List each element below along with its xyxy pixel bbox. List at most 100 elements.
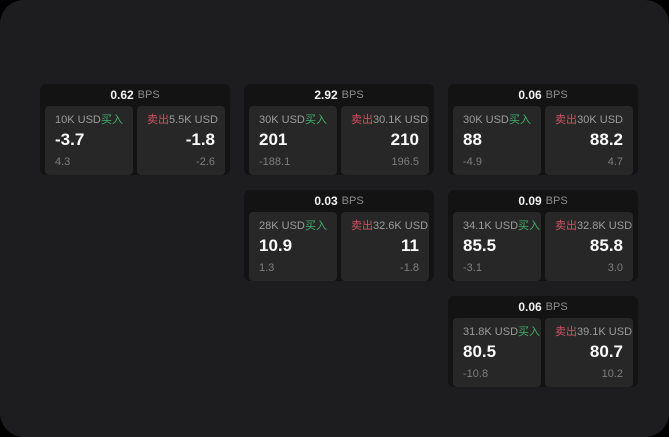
buy-panel-top: 34.1K USD 买入 — [463, 220, 540, 233]
buy-panel-top: 31.8K USD 买入 — [463, 326, 540, 339]
sell-quote-panel[interactable]: 卖出 32.6K USD 11 -1.8 — [341, 212, 429, 281]
sell-price: 88.2 — [589, 130, 623, 149]
sell-side-label: 卖出 — [351, 114, 373, 126]
buy-quote-panel[interactable]: 34.1K USD 买入 85.5 -3.1 — [453, 212, 541, 281]
sell-quote-panel[interactable]: 卖出 30K USD 88.2 4.7 — [545, 106, 633, 175]
buy-side-label: 买入 — [509, 114, 531, 126]
sell-panel-top: 卖出 5.5K USD — [147, 114, 218, 127]
sell-side-label: 卖出 — [555, 326, 577, 338]
buy-sub-value: 4.3 — [55, 156, 71, 168]
bps-value: 0.62 — [110, 88, 134, 102]
sell-price: 85.8 — [589, 236, 623, 255]
buy-quote-panel[interactable]: 30K USD 买入 88 -4.9 — [453, 106, 541, 175]
buy-quote-panel[interactable]: 10K USD 买入 -3.7 4.3 — [45, 106, 133, 175]
buy-side-label: 买入 — [518, 326, 541, 338]
sell-size-label: 5.5K USD — [169, 114, 218, 126]
bps-spread-header: 2.92 BPS — [244, 84, 434, 106]
bps-value: 0.03 — [314, 194, 338, 208]
bps-unit-label: BPS — [341, 195, 364, 207]
buy-size-label: 30K USD — [463, 114, 509, 126]
bps-unit-label: BPS — [341, 89, 364, 101]
sell-sub-value: -1.8 — [400, 262, 419, 274]
quote-card: 0.62 BPS 10K USD 买入 -3.7 4.3 卖出 5.5K USD… — [40, 84, 230, 175]
bps-unit-label: BPS — [545, 301, 568, 313]
sell-panel-top: 卖出 39.1K USD — [555, 326, 632, 339]
buy-sub-value: -10.8 — [463, 368, 489, 380]
buy-panel-top: 30K USD 买入 — [259, 114, 327, 127]
sell-price: -1.8 — [185, 130, 215, 149]
quote-card: 0.06 BPS 30K USD 买入 88 -4.9 卖出 30K USD 8… — [448, 84, 638, 175]
sell-quote-panel[interactable]: 卖出 32.8K USD 85.8 3.0 — [545, 212, 633, 281]
sell-size-label: 32.6K USD — [373, 220, 429, 232]
buy-size-label: 34.1K USD — [463, 220, 519, 232]
buy-size-label: 31.8K USD — [463, 326, 519, 338]
buy-sub-value: -3.1 — [463, 262, 482, 274]
bps-spread-header: 0.03 BPS — [244, 190, 434, 212]
buy-quote-panel[interactable]: 28K USD 买入 10.9 1.3 — [249, 212, 337, 281]
sell-price: 210 — [390, 130, 419, 149]
quote-card-body: 31.8K USD 买入 80.5 -10.8 卖出 39.1K USD 80.… — [448, 318, 638, 387]
bps-spread-header: 0.09 BPS — [448, 190, 638, 212]
quote-card-body: 30K USD 买入 88 -4.9 卖出 30K USD 88.2 4.7 — [448, 106, 638, 175]
bps-spread-header: 0.62 BPS — [40, 84, 230, 106]
sell-size-label: 39.1K USD — [577, 326, 633, 338]
quote-card-body: 34.1K USD 买入 85.5 -3.1 卖出 32.8K USD 85.8… — [448, 212, 638, 281]
sell-panel-top: 卖出 32.6K USD — [351, 220, 428, 233]
buy-price: 85.5 — [463, 236, 497, 255]
sell-price: 80.7 — [589, 342, 623, 361]
quote-card-body: 30K USD 买入 201 -188.1 卖出 30.1K USD 210 1… — [244, 106, 434, 175]
sell-size-label: 32.8K USD — [577, 220, 633, 232]
sell-side-label: 卖出 — [351, 220, 373, 232]
buy-panel-top: 28K USD 买入 — [259, 220, 327, 233]
sell-size-label: 30.1K USD — [373, 114, 429, 126]
sell-sub-value: 10.2 — [601, 368, 623, 380]
sell-quote-panel[interactable]: 卖出 30.1K USD 210 196.5 — [341, 106, 429, 175]
quote-card: 0.03 BPS 28K USD 买入 10.9 1.3 卖出 32.6K US… — [244, 190, 434, 281]
bps-unit-label: BPS — [137, 89, 160, 101]
buy-sub-value: -188.1 — [259, 156, 291, 168]
sell-side-label: 卖出 — [555, 220, 577, 232]
sell-panel-top: 卖出 30.1K USD — [351, 114, 428, 127]
buy-sub-value: 1.3 — [259, 262, 275, 274]
buy-side-label: 买入 — [305, 220, 327, 232]
buy-price: 201 — [259, 130, 288, 149]
sell-sub-value: 4.7 — [607, 156, 623, 168]
bps-spread-header: 0.06 BPS — [448, 84, 638, 106]
buy-quote-panel[interactable]: 30K USD 买入 201 -188.1 — [249, 106, 337, 175]
buy-side-label: 买入 — [305, 114, 327, 126]
sell-sub-value: 3.0 — [607, 262, 623, 274]
quote-card-body: 28K USD 买入 10.9 1.3 卖出 32.6K USD 11 -1.8 — [244, 212, 434, 281]
buy-panel-top: 30K USD 买入 — [463, 114, 531, 127]
sell-sub-value: -2.6 — [196, 156, 215, 168]
bps-value: 0.06 — [518, 300, 542, 314]
buy-size-label: 10K USD — [55, 114, 101, 126]
quote-card: 0.09 BPS 34.1K USD 买入 85.5 -3.1 卖出 32.8K… — [448, 190, 638, 281]
sell-quote-panel[interactable]: 卖出 5.5K USD -1.8 -2.6 — [137, 106, 225, 175]
buy-quote-panel[interactable]: 31.8K USD 买入 80.5 -10.8 — [453, 318, 541, 387]
bps-value: 2.92 — [314, 88, 338, 102]
quote-card: 0.06 BPS 31.8K USD 买入 80.5 -10.8 卖出 39.1… — [448, 296, 638, 387]
sell-side-label: 卖出 — [147, 114, 169, 126]
bps-unit-label: BPS — [545, 89, 568, 101]
sell-size-label: 30K USD — [577, 114, 623, 126]
buy-side-label: 买入 — [101, 114, 123, 126]
bps-spread-header: 0.06 BPS — [448, 296, 638, 318]
buy-price: -3.7 — [55, 130, 85, 149]
sell-panel-top: 卖出 30K USD — [555, 114, 623, 127]
buy-panel-top: 10K USD 买入 — [55, 114, 123, 127]
buy-price: 88 — [463, 130, 482, 149]
bps-unit-label: BPS — [545, 195, 568, 207]
buy-side-label: 买入 — [518, 220, 541, 232]
buy-size-label: 30K USD — [259, 114, 305, 126]
bps-value: 0.06 — [518, 88, 542, 102]
buy-size-label: 28K USD — [259, 220, 305, 232]
cards-grid: 0.62 BPS 10K USD 买入 -3.7 4.3 卖出 5.5K USD… — [40, 84, 638, 387]
sell-price: 11 — [401, 236, 419, 255]
bps-value: 0.09 — [518, 194, 542, 208]
sell-side-label: 卖出 — [555, 114, 577, 126]
buy-sub-value: -4.9 — [463, 156, 482, 168]
buy-price: 10.9 — [259, 236, 293, 255]
sell-quote-panel[interactable]: 卖出 39.1K USD 80.7 10.2 — [545, 318, 633, 387]
sell-sub-value: 196.5 — [391, 156, 419, 168]
